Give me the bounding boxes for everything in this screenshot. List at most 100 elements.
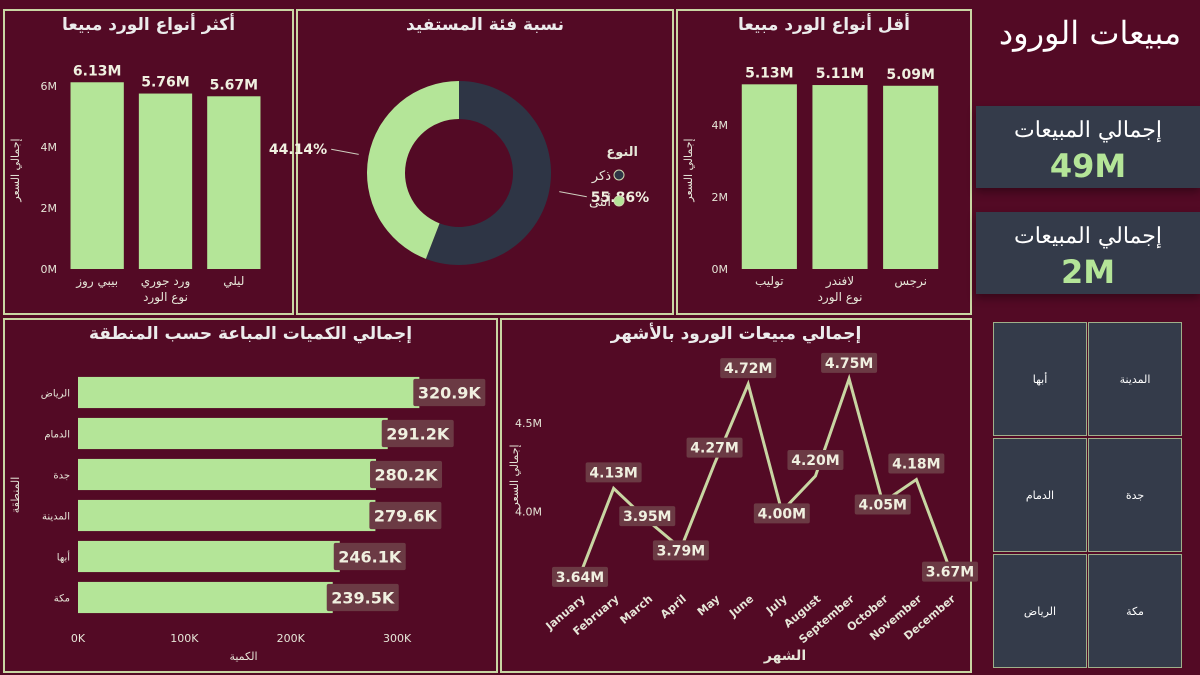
y-tick-label: 0M	[41, 263, 58, 276]
beneficiary-title: نسبة فئة المستفيد	[406, 15, 564, 35]
region-quantity-panel: إجمالي الكميات المباعة حسب المنطقة 320.9…	[3, 318, 498, 673]
donut-slice	[425, 81, 551, 265]
monthly-sales-chart: 4.0M4.5M3.64MJanuary4.13MFebruary3.95MMa…	[508, 352, 978, 664]
data-label: 4.00M	[758, 506, 806, 522]
data-label: 4.18M	[892, 457, 940, 473]
x-tick-label: 100K	[170, 632, 199, 645]
bar	[883, 85, 939, 269]
y-axis-title: إجمالي السعر	[9, 138, 22, 202]
y-tick-label: المدينة	[42, 512, 70, 523]
least-varieties-title: أقل أنواع الورد مبيعا	[738, 15, 910, 35]
y-tick-label: 4.5M	[515, 417, 542, 430]
data-label-background	[381, 419, 454, 448]
x-tick-label: لافندر	[825, 274, 854, 289]
dashboard-title: مبيعات الورود	[998, 14, 1182, 52]
kpi-label: إجمالي المبيعات	[1013, 224, 1162, 249]
monthly-sales-title: إجمالي مبيعات الورود بالأشهر	[610, 324, 862, 344]
y-axis-title: إجمالي السعر	[682, 138, 695, 202]
data-label: 44.14%	[269, 142, 327, 158]
bar	[78, 540, 340, 573]
bar	[741, 84, 797, 269]
data-label: 4.75M	[825, 356, 873, 372]
data-label: 291.2K	[386, 425, 450, 444]
slicer-item-makkah[interactable]: مكة	[1088, 554, 1182, 668]
y-tick-label: جدة	[53, 471, 70, 482]
region-quantity-title: إجمالي الكميات المباعة حسب المنطقة	[88, 324, 413, 344]
slicer-item-jeddah[interactable]: جدة	[1088, 438, 1182, 552]
slicer-item-riyadh[interactable]: الرياض	[993, 554, 1087, 668]
leader-line	[559, 191, 587, 198]
x-tick-label: ورد جوري	[141, 274, 191, 289]
data-label: 3.79M	[657, 543, 705, 559]
data-label-background	[720, 358, 777, 379]
y-tick-label: 4M	[712, 119, 729, 132]
kpi-value: 2M	[1060, 253, 1116, 291]
region-quantity-chart: 320.9K الرياض 291.2K الدمام 280.2K جدة 279.6K ا…	[9, 376, 486, 663]
data-label-background	[619, 506, 676, 527]
data-label: 6.13M	[73, 63, 121, 79]
data-label-background	[552, 566, 608, 587]
data-label-background	[370, 460, 443, 489]
kpi-card-total-sales: إجمالي المبيعات 49M	[976, 106, 1200, 188]
donut-slice	[367, 80, 459, 259]
data-label: 4.05M	[858, 498, 906, 514]
data-label-background	[922, 561, 978, 582]
y-tick-label: الدمام	[44, 430, 70, 441]
beneficiary-panel: نسبة فئة المستفيد 55.86%44.14%النوعذكرأن…	[269, 9, 674, 315]
kpi-label: إجمالي المبيعات	[1013, 118, 1162, 143]
bar	[78, 458, 377, 491]
data-label-background	[326, 583, 399, 612]
x-tick-label: July	[763, 592, 790, 617]
y-tick-label: مكة	[54, 594, 70, 605]
bar	[138, 93, 193, 270]
data-label-background	[413, 378, 486, 407]
x-tick-label: ليلي	[223, 274, 244, 288]
least-varieties-panel: أقل أنواع الورد مبيعا 0M 2M 4M 5.13M توليب 5.…	[676, 9, 972, 315]
y-tick-label: 0M	[712, 263, 729, 276]
x-tick-label: 200K	[277, 632, 306, 645]
bar	[78, 376, 420, 409]
least-varieties-chart: 0M 2M 4M 5.13M توليب 5.11M لافندر 5.09M نرجس نوع …	[682, 65, 939, 305]
top-varieties-panel: أكثر أنواع الورد مبيعا 0M 2M 4M 6M 6.13M بيبي…	[3, 9, 294, 315]
data-label: 3.67M	[926, 565, 974, 581]
legend-entry: ذكر	[591, 169, 611, 184]
x-axis-title: الكمية	[229, 650, 257, 663]
bar	[812, 85, 868, 269]
data-label: 4.20M	[791, 453, 839, 469]
y-axis-title: إجمالي السعر	[508, 444, 521, 508]
x-axis-title: نوع الورد	[143, 290, 188, 305]
slicer-header-city: المدينة	[1088, 322, 1182, 436]
data-label: 5.67M	[210, 77, 258, 93]
data-label: 239.5K	[331, 589, 395, 608]
data-label: 279.6K	[374, 507, 438, 526]
x-tick-label: بيبي روز	[75, 274, 118, 289]
legend-marker	[613, 169, 625, 181]
data-label-background	[753, 503, 810, 524]
data-label: 3.64M	[556, 570, 604, 586]
slicer-item-abha[interactable]: أبها	[993, 322, 1087, 436]
slicer-item-dammam[interactable]: الدمام	[993, 438, 1087, 552]
y-tick-label: 2M	[712, 191, 729, 204]
x-axis-title: نوع الورد	[818, 290, 863, 305]
data-label: 5.76M	[141, 75, 189, 91]
data-label-background	[787, 450, 844, 470]
top-varieties-chart: 0M 2M 4M 6M 6.13M بيبي روز 5.76M ورد جوري 5.67M ل…	[9, 63, 261, 305]
data-label: 5.09M	[886, 67, 934, 83]
x-tick-label: 0K	[71, 632, 86, 645]
x-tick-label: 300K	[383, 632, 412, 645]
data-label-background	[333, 542, 406, 571]
kpi-card-total-quantity: إجمالي المبيعات 2M	[976, 212, 1200, 294]
bar	[78, 417, 388, 450]
data-label: 320.9K	[418, 384, 482, 403]
top-varieties-title: أكثر أنواع الورد مبيعا	[61, 15, 236, 35]
data-label: 280.2K	[375, 466, 439, 485]
legend-marker	[613, 195, 625, 207]
y-tick-label: 2M	[41, 202, 58, 215]
data-label-background	[652, 540, 709, 561]
data-label-background	[686, 437, 743, 458]
bar	[207, 96, 261, 269]
data-label-background	[585, 462, 642, 483]
y-tick-label: 4.0M	[515, 505, 542, 518]
data-label: 246.1K	[338, 548, 402, 567]
data-label-background	[369, 501, 442, 530]
